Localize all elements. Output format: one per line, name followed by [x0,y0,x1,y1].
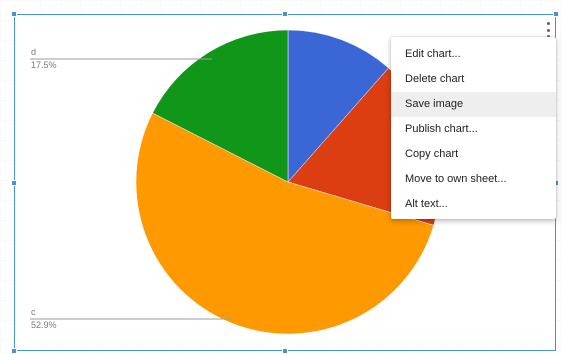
slice-label-d: d [31,47,37,57]
kebab-dot-icon [546,22,550,25]
chart-more-options-button[interactable] [545,22,551,38]
pie-slice-c[interactable] [135,112,435,335]
resize-handle-middle-left[interactable] [11,180,17,186]
menu-item-edit-chart[interactable]: Edit chart... [405,48,461,60]
menu-item-save-image[interactable]: Save image [391,92,556,117]
menu-item-publish-chart[interactable]: Publish chart... [405,123,478,135]
menu-item-copy-chart[interactable]: Copy chart [405,148,459,160]
slice-value-c: 52.9% [31,320,57,330]
pie-slice-a[interactable] [287,29,389,183]
chart-context-menu: Edit chart... Delete chart Save image Pu… [391,37,556,219]
kebab-dot-icon [546,35,550,38]
menu-item-move-to-own-sheet[interactable]: Move to own sheet... [405,173,507,185]
pie-slice-d[interactable] [152,29,289,183]
resize-handle-top-right[interactable] [553,11,559,17]
resize-handle-top-left[interactable] [11,11,17,17]
menu-item-alt-text[interactable]: Alt text... [405,198,448,210]
slice-value-d: 17.5% [31,60,57,70]
resize-handle-top-center[interactable] [282,11,288,17]
menu-item-delete-chart[interactable]: Delete chart [405,73,465,85]
kebab-dot-icon [546,28,550,32]
slice-label-c: c [31,307,36,317]
